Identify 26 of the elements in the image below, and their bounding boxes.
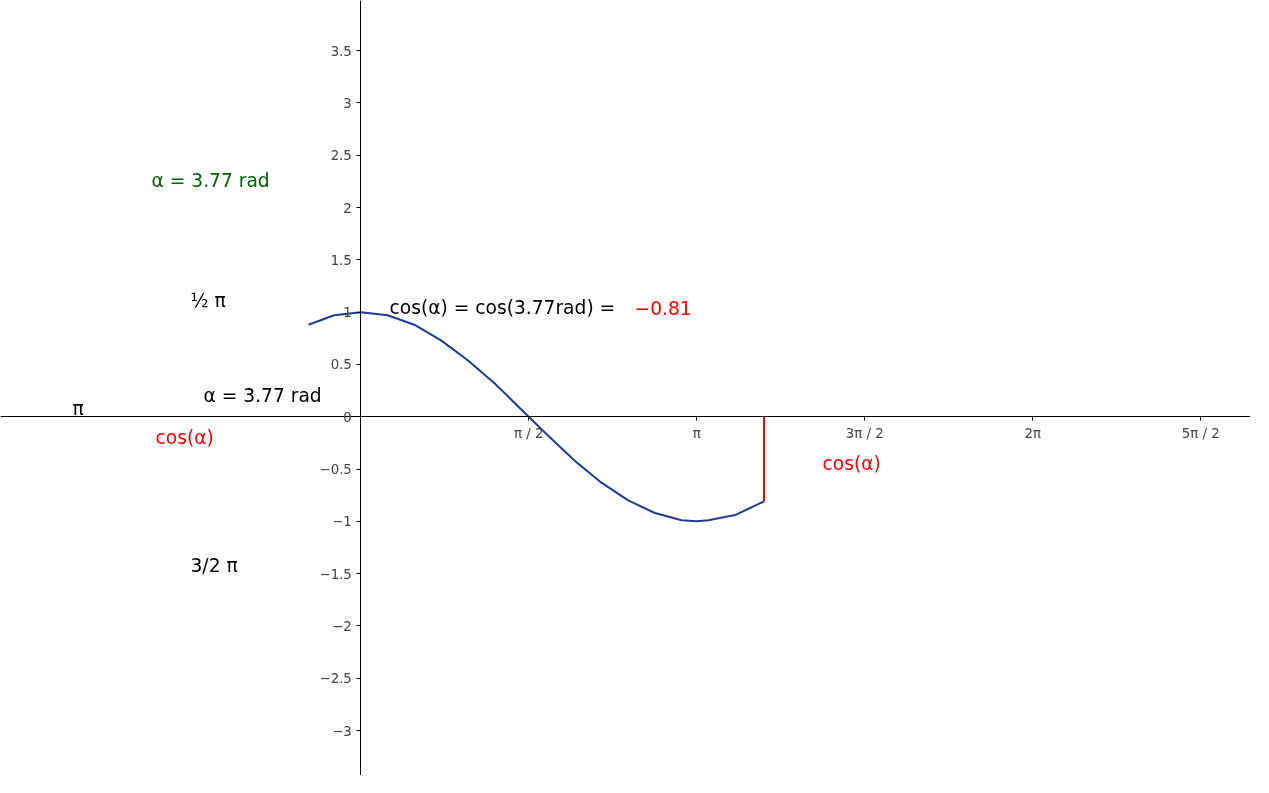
y-tick-label: 2.5 [330, 148, 352, 164]
y-tick-label: −1 [332, 514, 352, 530]
annotation: α = 3.77 rad [203, 385, 322, 406]
y-tick-label: 3.5 [330, 43, 352, 59]
annotation: α = 3.77 rad [151, 170, 270, 191]
y-tick-label: −1.5 [319, 566, 352, 582]
y-tick-label: −2 [332, 618, 352, 634]
y-tick-label: −2.5 [319, 671, 352, 687]
annotation: cos(α) [822, 453, 881, 474]
x-tick-label: π [692, 425, 701, 441]
y-tick-label: −3 [332, 723, 352, 739]
x-tick-label: π / 2 [514, 425, 544, 441]
y-tick-label: 0.5 [330, 357, 352, 373]
y-tick-label: 1.5 [330, 252, 352, 268]
annotation: ½ π [190, 290, 226, 311]
x-tick-label: 3π / 2 [845, 425, 884, 441]
annotation: π [72, 398, 84, 419]
y-tick-label: 2 [343, 200, 352, 216]
x-tick-label: 5π / 2 [1181, 425, 1220, 441]
y-tick-label: −0.5 [319, 462, 352, 478]
annotation: cos(α) = cos(3.77rad) = [389, 297, 616, 318]
annotation: −0.81 [634, 297, 692, 319]
annotation: cos(α) [155, 427, 214, 448]
annotation: 3/2 π [190, 555, 238, 576]
y-tick-label: 3 [343, 96, 352, 111]
x-tick-label: 2π [1024, 425, 1041, 441]
